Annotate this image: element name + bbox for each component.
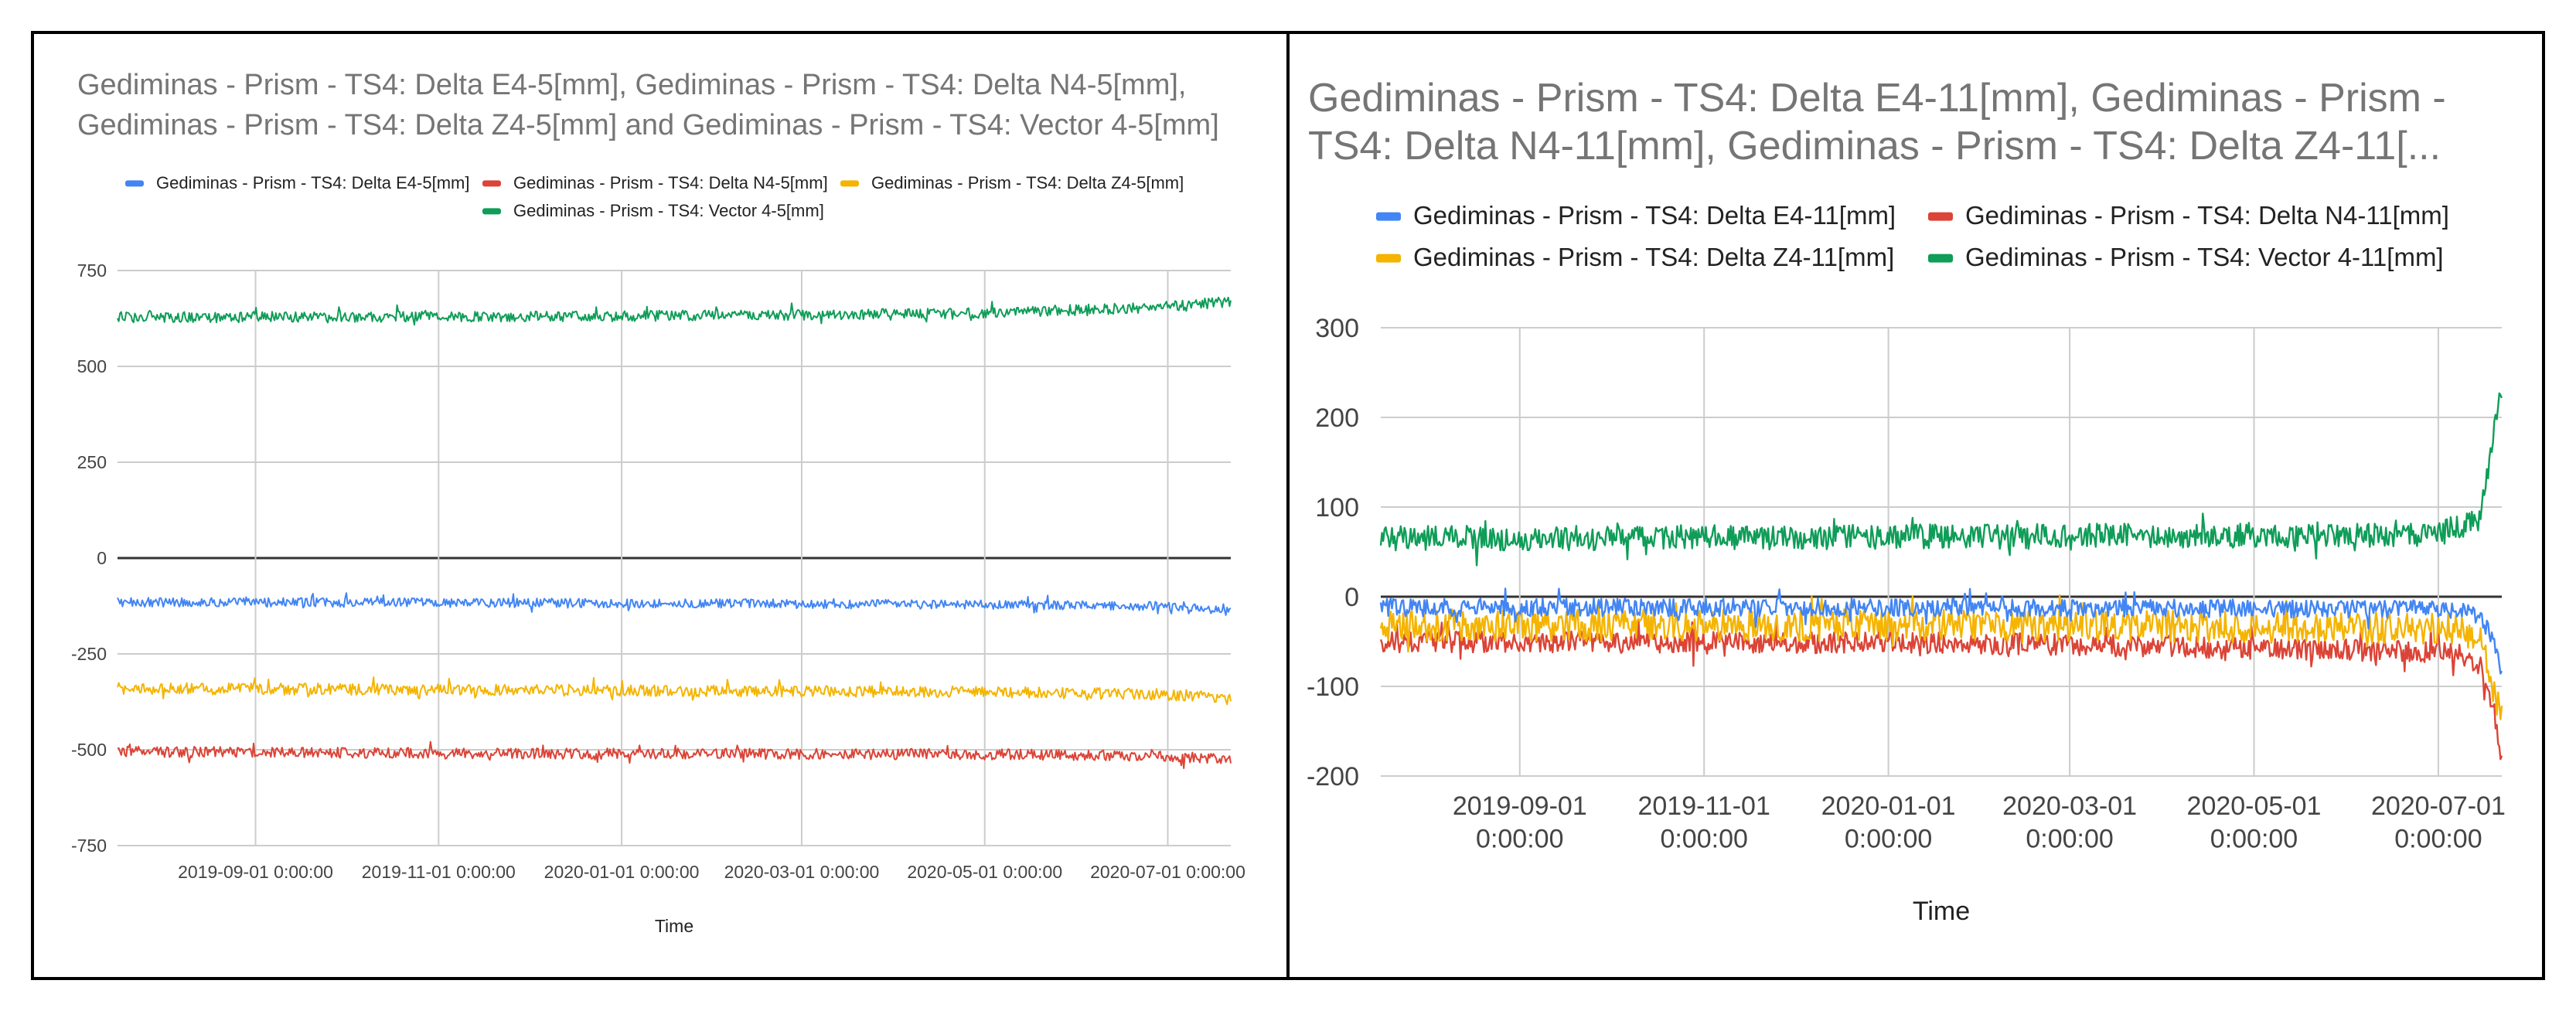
series-line-gediminas-prism-ts4-delta-e4-5-mm (117, 592, 1232, 616)
x-axis-title: Time (655, 916, 693, 936)
panel-divider (1286, 31, 1290, 980)
series-line-gediminas-prism-ts4-delta-z4-11-mm (1379, 594, 2503, 720)
series-line-gediminas-prism-ts4-delta-z4-5-mm (117, 676, 1232, 706)
y-tick-label: 500 (77, 356, 107, 376)
legend-label: Gediminas - Prism - TS4: Delta N4-11[mm] (1965, 201, 2449, 230)
chart-title-line: Gediminas - Prism - TS4: Delta E4-5[mm],… (77, 69, 1186, 101)
series-line-gediminas-prism-ts4-vector-4-5-mm (117, 296, 1232, 326)
y-tick-label: 200 (1315, 403, 1359, 433)
legend-swatch-gediminas-prism-ts4-delta-z4-5-mm (840, 180, 859, 187)
y-tick-label: 300 (1315, 314, 1359, 343)
x-tick-label: 2019-11-01 0:00:00 (1637, 791, 1770, 854)
y-tick-label: 250 (77, 452, 107, 472)
x-tick-label: 2020-01-01 0:00:00 (544, 862, 700, 882)
y-tick-label: -200 (1307, 762, 1359, 791)
x-tick-label: 2020-01-01 0:00:00 (1821, 791, 1956, 854)
y-tick-label: -750 (71, 836, 107, 856)
y-tick-label: -100 (1307, 672, 1359, 702)
y-tick-label: 0 (97, 548, 107, 568)
series-line-gediminas-prism-ts4-vector-4-11-mm (1379, 392, 2503, 567)
legend-swatch-gediminas-prism-ts4-vector-4-5-mm (482, 208, 501, 215)
chart-title-line: Gediminas - Prism - TS4: Delta Z4-5[mm] … (77, 109, 1219, 141)
x-tick-label: 2019-09-01 0:00:00 (178, 862, 333, 882)
series-line-gediminas-prism-ts4-delta-e4-11-mm (1379, 587, 2503, 675)
y-tick-label: -500 (71, 740, 107, 760)
legend-label: Gediminas - Prism - TS4: Delta Z4-5[mm] (871, 173, 1184, 192)
y-tick-label: 750 (77, 260, 107, 281)
x-tick-label: 2020-07-01 0:00:00 (2371, 791, 2506, 854)
x-tick-label: 2020-03-01 0:00:00 (724, 862, 880, 882)
legend-swatch-gediminas-prism-ts4-delta-e4-11-mm (1376, 212, 1401, 221)
y-tick-label: 100 (1315, 493, 1359, 523)
series-line-gediminas-prism-ts4-delta-n4-11-mm (1379, 620, 2503, 761)
series-line-gediminas-prism-ts4-delta-n4-5-mm (117, 740, 1232, 769)
x-tick-label: 2020-07-01 0:00:00 (1090, 862, 1245, 882)
x-tick-label: 2019-09-01 0:00:00 (1453, 791, 1587, 854)
x-tick-label: 2020-03-01 0:00:00 (2002, 791, 2137, 854)
legend-label: Gediminas - Prism - TS4: Delta E4-5[mm] (156, 173, 469, 192)
legend-label: Gediminas - Prism - TS4: Vector 4-5[mm] (513, 201, 824, 220)
y-tick-label: -250 (71, 644, 107, 664)
legend-label: Gediminas - Prism - TS4: Vector 4-11[mm] (1965, 243, 2444, 271)
legend-label: Gediminas - Prism - TS4: Delta E4-11[mm] (1413, 201, 1896, 230)
chart-title-line: TS4: Delta N4-11[mm], Gediminas - Prism … (1308, 124, 2441, 168)
legend-swatch-gediminas-prism-ts4-delta-z4-11-mm (1376, 254, 1401, 263)
x-tick-label: 2020-05-01 0:00:00 (2187, 791, 2322, 854)
x-tick-label: 2019-11-01 0:00:00 (362, 862, 516, 882)
chart-left: Gediminas - Prism - TS4: Delta E4-5[mm],… (71, 69, 1245, 936)
x-axis-title: Time (1913, 897, 1970, 926)
legend-label: Gediminas - Prism - TS4: Delta Z4-11[mm] (1413, 243, 1894, 271)
legend-swatch-gediminas-prism-ts4-delta-e4-5-mm (125, 180, 144, 187)
legend-swatch-gediminas-prism-ts4-delta-n4-11-mm (1928, 212, 1953, 221)
legend-swatch-gediminas-prism-ts4-delta-n4-5-mm (482, 180, 501, 187)
legend-swatch-gediminas-prism-ts4-vector-4-11-mm (1928, 254, 1953, 263)
x-tick-label: 2020-05-01 0:00:00 (907, 862, 1062, 882)
chart-title-line: Gediminas - Prism - TS4: Delta E4-11[mm]… (1308, 76, 2446, 121)
chart-right: Gediminas - Prism - TS4: Delta E4-11[mm]… (1307, 76, 2506, 926)
y-tick-label: 0 (1344, 583, 1359, 612)
legend-label: Gediminas - Prism - TS4: Delta N4-5[mm] (513, 173, 828, 192)
